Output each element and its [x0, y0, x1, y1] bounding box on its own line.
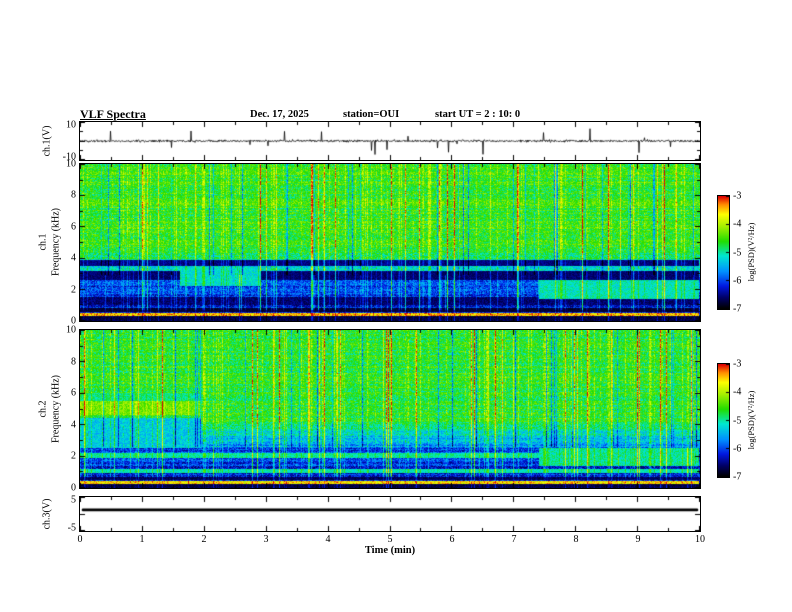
colorbar1-canvas: [718, 196, 729, 309]
ch1-spec-y-tick-label: 6: [71, 221, 76, 233]
ch2-spec-y-tick-label: 6: [71, 387, 76, 399]
ch1-waveform-canvas: [80, 122, 700, 160]
x-tick-label: 9: [635, 534, 641, 545]
x-tick-label: 5: [387, 534, 393, 545]
ch1-waveform-panel: [79, 121, 701, 161]
colorbar1-tick-label: -5: [733, 247, 742, 258]
ch1-spec-y-tick-label: 10: [66, 158, 76, 170]
ch3-waveform-canvas: [80, 497, 700, 531]
ch1-spec-y-tick-label: 8: [71, 189, 76, 201]
plot-start-ut: start UT = 2 : 10: 0: [435, 109, 521, 120]
colorbar1-tick-label: -3: [733, 190, 742, 202]
colorbar2-tick-label: -7: [733, 471, 742, 483]
time-axis-label: Time (min): [364, 545, 416, 556]
x-tick-label: 4: [325, 534, 331, 545]
x-tick-label: 0: [77, 534, 83, 545]
colorbar1-tick-label: -7: [733, 303, 742, 315]
ch3-wave-y-tick-label: 5: [71, 494, 76, 506]
plot-station: station=OUI: [343, 109, 400, 120]
colorbar2-tick-label: -4: [733, 386, 742, 398]
plot-title: VLF Spectra: [80, 107, 146, 121]
ch1-spectrogram-canvas: [80, 164, 700, 321]
colorbar2: [717, 363, 730, 478]
colorbar1-tick-label: -4: [733, 218, 742, 230]
ch2-spectrogram-panel: [79, 329, 701, 489]
ch2-spec-y-tick-label: 4: [71, 419, 76, 431]
ch1-wave-y-tick-label: 10: [66, 119, 76, 131]
ch1-voltage-axis-label: ch.1(V): [41, 125, 53, 157]
colorbar2-tick-label: -6: [733, 443, 742, 455]
ch2-channel-label: ch.2: [37, 400, 49, 418]
ch1-spectrogram-panel: [79, 163, 701, 322]
x-tick-label: 2: [201, 534, 207, 545]
ch1-channel-label: ch.1: [37, 233, 49, 251]
ch3-wave-y-tick-label: -5: [67, 522, 76, 534]
ch2-spec-y-tick-label: 10: [66, 324, 76, 336]
colorbar2-tick-label: -5: [733, 415, 742, 426]
colorbar1-label: log(PSD)(V²/Hz): [746, 222, 756, 282]
x-tick-label: 7: [511, 534, 517, 545]
ch1-spec-y-tick-label: 4: [71, 252, 76, 264]
x-tick-label: 8: [573, 534, 579, 545]
ch1-spec-y-tick-label: 2: [71, 284, 76, 296]
colorbar2-tick-label: -3: [733, 358, 742, 370]
x-tick-label: 1: [139, 534, 145, 545]
x-tick-label: 6: [449, 534, 455, 545]
ch2-spec-y-tick-label: 2: [71, 450, 76, 462]
ch1-frequency-axis-label: Frequency (kHz): [50, 207, 62, 277]
colorbar2-label: log(PSD)(V²/Hz): [746, 390, 756, 450]
ch2-spectrogram-canvas: [80, 330, 700, 488]
ch1-wave-y-tick-label: -10: [62, 151, 76, 163]
ch3-voltage-axis-label: ch.3(V): [41, 498, 53, 530]
ch2-frequency-axis-label: Frequency (kHz): [50, 374, 62, 444]
ch1-spec-y-tick-label: 0: [71, 315, 76, 327]
x-tick-label: 10: [695, 534, 705, 545]
plot-date: Dec. 17, 2025: [250, 109, 309, 120]
colorbar2-canvas: [718, 364, 729, 477]
ch3-waveform-panel: [79, 496, 701, 532]
colorbar1-tick-label: -6: [733, 275, 742, 287]
x-tick-label: 3: [263, 534, 269, 545]
ch2-spec-y-tick-label: 0: [71, 482, 76, 494]
colorbar1: [717, 195, 730, 310]
ch2-spec-y-tick-label: 8: [71, 356, 76, 368]
